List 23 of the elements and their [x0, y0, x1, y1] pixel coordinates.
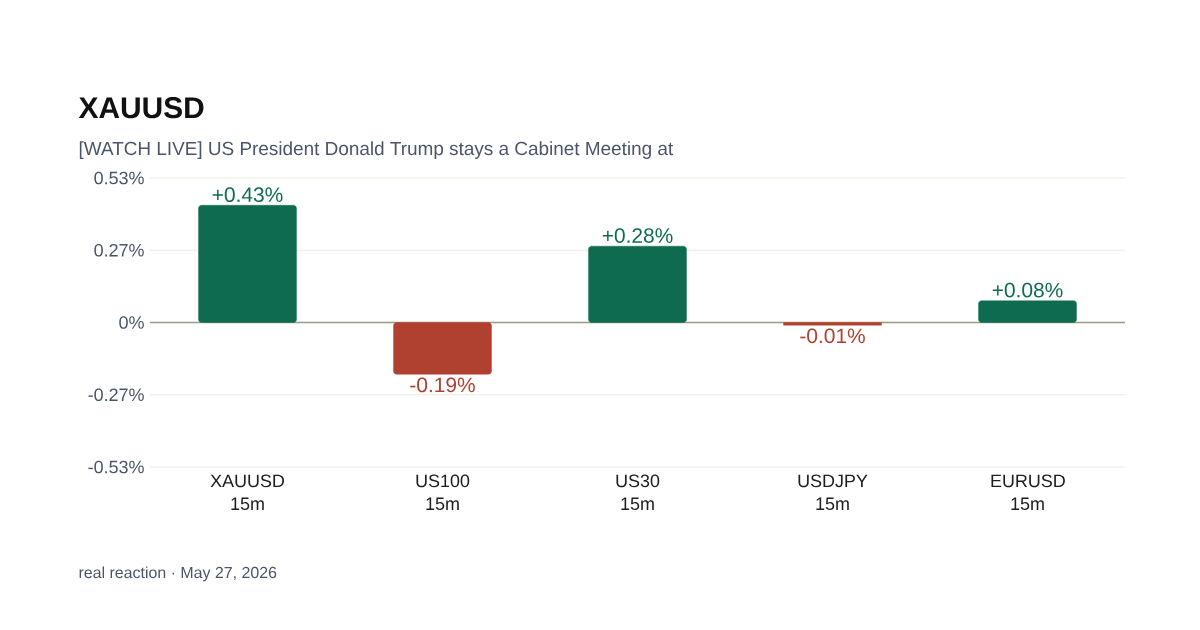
bar [588, 245, 687, 323]
text: real reaction · May 27, 2026 [79, 566, 277, 582]
bar [978, 300, 1077, 323]
bar [198, 205, 297, 323]
data-label: +0.43% [212, 187, 283, 203]
data-label: -0.01% [800, 328, 865, 344]
x-tick-label: EURUSD 15m [991, 474, 1065, 511]
data-label: +0.08% [992, 282, 1063, 298]
chart-title: XAUUSD [78, 97, 204, 119]
data-label: +0.28% [602, 228, 673, 243]
chart-subtitle: [WATCH LIVE] US President Donald Trump stays a Cabinet Meeting at [79, 141, 674, 159]
y-tick-label: -0.53% [88, 460, 144, 474]
y-tick-label: 0% [119, 316, 144, 329]
data-label: -0.19% [410, 377, 475, 393]
x-tick-label: USDJPY 15m [798, 474, 868, 511]
y-tick-label: 0.27% [94, 243, 144, 257]
bar [393, 322, 492, 375]
bar [783, 322, 882, 326]
y-tick-label: 0.53% [94, 171, 144, 185]
x-tick-label: US100 15m [416, 474, 470, 511]
y-tick-label: -0.27% [88, 388, 144, 402]
x-tick-label: XAUUSD 15m [210, 474, 285, 511]
x-tick-label: US30 15m [616, 474, 660, 511]
